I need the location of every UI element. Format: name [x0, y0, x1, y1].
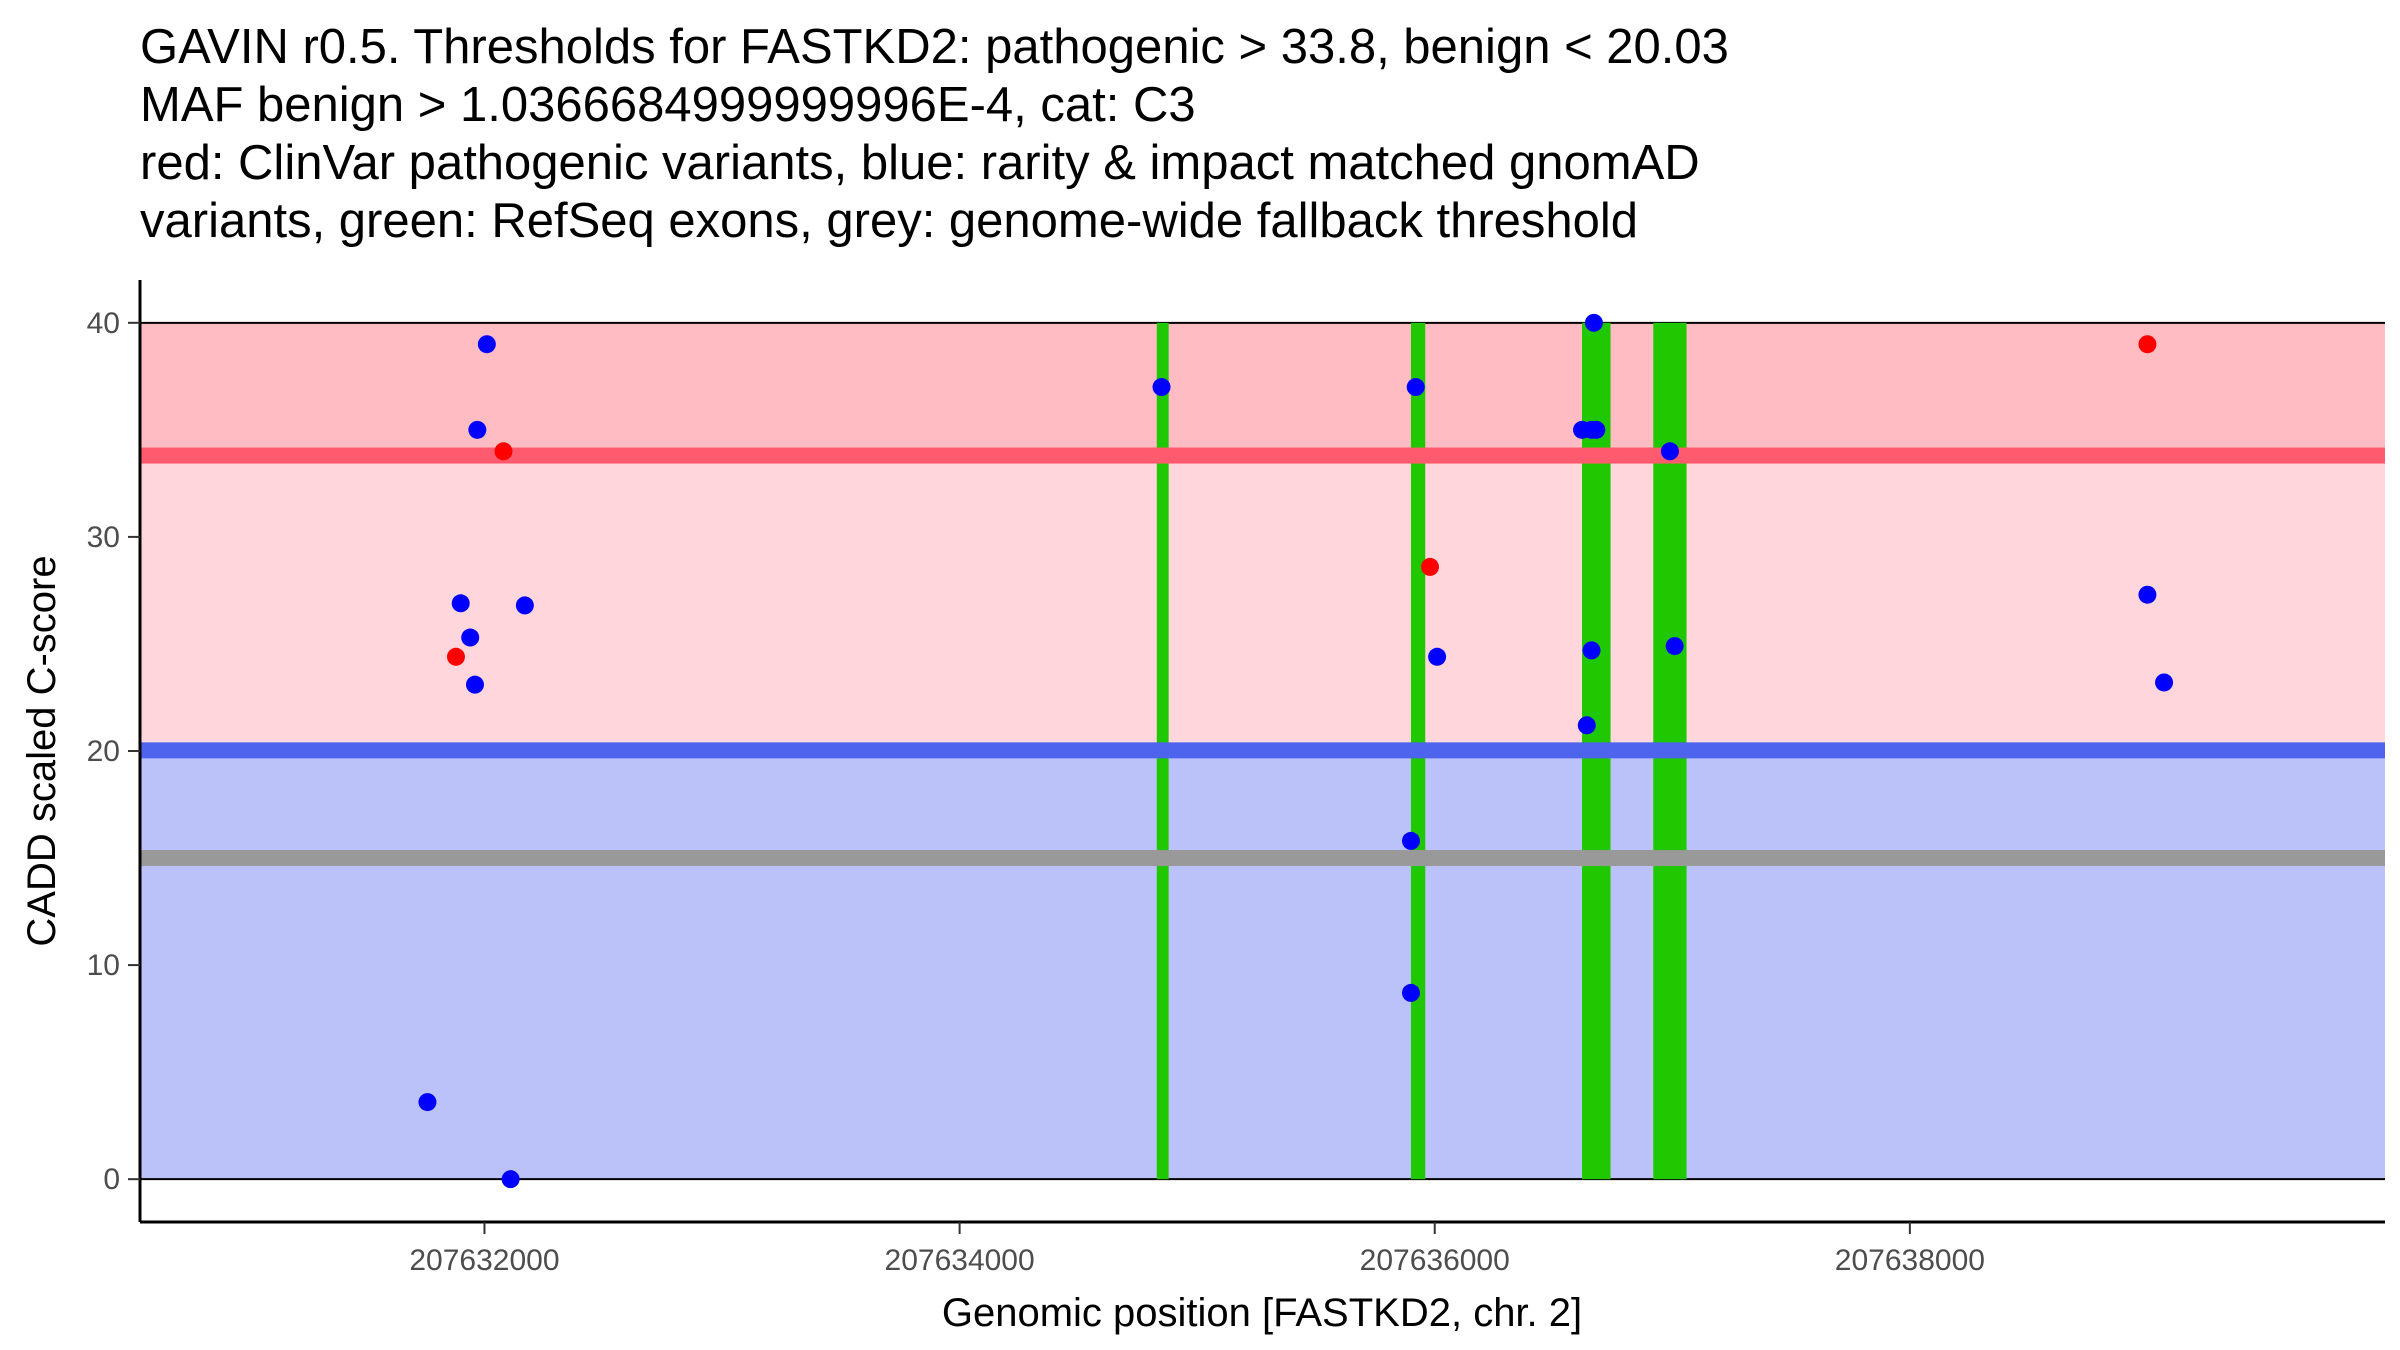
threshold-bands	[140, 321, 2385, 1181]
gnomad-point-21	[1665, 637, 1684, 656]
gnomad-point-8	[501, 1170, 520, 1189]
clinvar-point-4	[2138, 335, 2157, 354]
gnomad-point-5	[465, 675, 484, 694]
y-tick-label: 0	[103, 1163, 120, 1196]
gnomad-point-3	[451, 594, 470, 613]
title-line-3: red: ClinVar pathogenic variants, blue: …	[140, 136, 1700, 190]
gnomad-point-23	[2155, 673, 2174, 692]
y-tick-label: 20	[87, 735, 120, 768]
pathogenic-region	[140, 322, 2385, 456]
gnomad-point-12	[1401, 831, 1420, 850]
gnomad-point-1	[477, 335, 496, 354]
gnomad-point-6	[515, 596, 534, 615]
gnomad-point-20	[1660, 442, 1679, 461]
chart-title: GAVIN r0.5. Thresholds for FASTKD2: path…	[140, 18, 2380, 250]
intermediate-region	[140, 455, 2385, 751]
clinvar-point-3	[1420, 557, 1439, 576]
threshold-lines	[140, 447, 2385, 867]
title-line-2: MAF benign > 1.0366684999999996E-4, cat:…	[140, 78, 1196, 132]
clinvar-point-2	[446, 647, 465, 666]
variant-points	[418, 313, 2174, 1189]
gnomad-point-14	[1584, 313, 1603, 332]
x-ticks: 207632000 207634000 207636000 207638000	[409, 1222, 1985, 1277]
gnomad-point-13	[1401, 983, 1420, 1002]
fallback-threshold-line	[140, 850, 2385, 867]
gnomad-point-4	[461, 628, 480, 647]
benign-threshold-line	[140, 742, 2385, 759]
gnomad-point-17	[1587, 420, 1606, 439]
benign-region	[140, 750, 2385, 1180]
gnomad-point-18	[1582, 641, 1601, 660]
gnomad-point-7	[418, 1093, 437, 1112]
gnomad-point-10	[1406, 378, 1425, 397]
pathogenic-threshold-line	[140, 447, 2385, 464]
gnomad-point-19	[1577, 716, 1596, 735]
gnomad-point-22	[2138, 585, 2157, 604]
y-tick-label: 30	[87, 521, 120, 554]
x-tick-label: 207636000	[1360, 1244, 1510, 1277]
y-ticks: 0 10 20 30 40	[87, 307, 140, 1196]
y-axis-title: CADD scaled C-score	[20, 555, 64, 946]
y-tick-label: 10	[87, 949, 120, 982]
x-tick-label: 207638000	[1835, 1244, 1985, 1277]
x-tick-label: 207632000	[409, 1244, 559, 1277]
gnomad-point-9	[1152, 378, 1171, 397]
gnomad-point-11	[1428, 647, 1447, 666]
title-line-4: variants, green: RefSeq exons, grey: gen…	[140, 194, 1639, 248]
gnomad-point-2	[468, 420, 487, 439]
title-line-1: GAVIN r0.5. Thresholds for FASTKD2: path…	[140, 20, 1729, 74]
clinvar-point-1	[494, 442, 513, 461]
x-axis-title: Genomic position [FASTKD2, chr. 2]	[942, 1291, 1582, 1335]
y-tick-label: 40	[87, 307, 120, 340]
x-tick-label: 207634000	[885, 1244, 1035, 1277]
